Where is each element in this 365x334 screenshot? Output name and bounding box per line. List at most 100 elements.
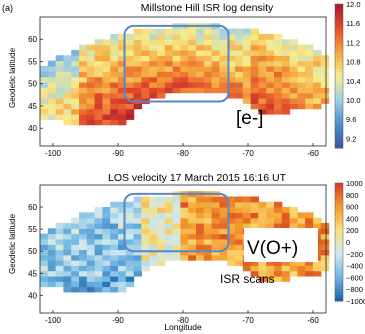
top-data-cell [71, 76, 80, 83]
top-data-cell [219, 33, 228, 40]
bottom-data-cell [125, 212, 135, 219]
bottom-data-cell [118, 260, 127, 266]
top-data-cell [40, 92, 49, 99]
bottom-colorbar-segment [335, 209, 343, 213]
top-data-cell [203, 39, 213, 46]
bottom-data-cell [180, 222, 189, 229]
top-data-cell [172, 76, 181, 83]
top-data-cell [47, 60, 57, 67]
bottom-data-cell [211, 233, 220, 240]
bottom-data-cell [86, 281, 96, 288]
bottom-data-cell [94, 207, 103, 213]
top-data-cell [281, 60, 291, 67]
bottom-data-cell [281, 260, 291, 266]
bottom-data-cell [258, 207, 267, 213]
bottom-data-cell [188, 244, 197, 251]
top-data-cell [47, 97, 57, 104]
bottom-data-cell [180, 196, 189, 203]
bottom-data-cell [219, 249, 228, 256]
bottom-data-cell [118, 286, 127, 293]
top-data-cell [211, 87, 220, 94]
bottom-data-cell [235, 222, 244, 229]
bottom-data-cell [227, 238, 236, 245]
bottom-data-cell [258, 222, 267, 229]
top-data-cell [305, 87, 314, 94]
bottom-data-cell [164, 201, 174, 208]
top-data-cell [157, 28, 166, 35]
top-colorbar: 12.0 11.6 11.2 10.8 10.4 10.0 9.6 9.2 [334, 0, 361, 149]
bottom-data-cell [196, 244, 205, 251]
bottom-data-cell [71, 228, 80, 235]
top-colorbar-segment [335, 90, 343, 95]
electron-density-callout: [e-] [236, 108, 263, 129]
top-data-cell [313, 92, 322, 99]
top-data-cell [274, 76, 283, 83]
top-data-cell [305, 76, 314, 83]
top-data-cell [266, 71, 275, 78]
bottom-data-cell [79, 212, 88, 219]
bottom-data-cell [40, 238, 49, 245]
bottom-colorbar-segment [335, 256, 343, 261]
top-data-cell [40, 97, 49, 104]
top-data-cell [250, 103, 259, 110]
top-data-cell [71, 60, 80, 67]
top-data-cell [281, 49, 291, 56]
top-data-cell [157, 81, 166, 88]
bottom-data-cell [211, 228, 220, 235]
top-data-cell [258, 60, 267, 67]
bottom-colorbar-tick-label: 0 [346, 238, 350, 247]
bottom-data-cell [274, 270, 283, 277]
bottom-data-cell [281, 212, 291, 219]
top-data-cell [297, 97, 306, 104]
bottom-data-cell [149, 260, 158, 266]
bottom-data-cell [63, 281, 72, 288]
bottom-data-cell [180, 254, 189, 261]
top-data-cell [71, 65, 80, 72]
bottom-data-cell [157, 222, 166, 229]
top-data-cell [94, 60, 103, 67]
bottom-data-cell [118, 201, 127, 208]
bottom-data-cell [242, 217, 252, 224]
top-data-cell [242, 60, 252, 67]
top-colorbar-segment [335, 11, 343, 16]
bottom-data-cell [40, 249, 49, 256]
top-data-cell [149, 71, 158, 78]
bottom-data-cell [102, 228, 111, 235]
top-data-cell [188, 71, 197, 78]
bottom-colorbar-segment [335, 289, 343, 293]
bottom-colorbar-tick-label: 200 [346, 226, 359, 235]
bottom-data-cell [86, 275, 96, 282]
bottom-data-cell [172, 222, 181, 229]
top-data-cell [297, 87, 306, 94]
top-data-cell [297, 81, 306, 88]
top-data-cell [149, 28, 158, 35]
bottom-data-cell [63, 238, 72, 245]
top-data-cell [94, 76, 103, 83]
bottom-data-cell [258, 265, 267, 272]
bottom-data-cell [47, 275, 57, 282]
bottom-data-cell [211, 217, 220, 224]
bottom-data-cell [118, 281, 127, 288]
top-data-cell [133, 87, 142, 94]
top-colorbar-segment [335, 133, 343, 138]
top-data-cell [258, 65, 267, 72]
top-data-cell [164, 28, 174, 35]
bottom-data-cell [110, 222, 119, 229]
bottom-data-cell [274, 265, 283, 272]
bottom-data-cell [203, 217, 213, 224]
bottom-data-cell [102, 281, 111, 288]
top-data-cell [102, 113, 111, 120]
top-data-cell [94, 97, 103, 104]
top-data-cell [242, 76, 252, 83]
top-data-cell [172, 71, 181, 78]
bottom-data-cell [55, 265, 64, 272]
top-colorbar-segment [335, 7, 343, 12]
bottom-chart-title: LOS velocity 17 March 2015 16:16 UT [108, 172, 287, 184]
top-data-cell [125, 92, 135, 99]
top-data-cell [86, 44, 96, 51]
bottom-data-cell [102, 265, 111, 272]
bottom-colorbar-segment [335, 244, 343, 249]
top-data-cell [125, 55, 135, 62]
bottom-data-cell [149, 212, 158, 219]
bottom-data-cell [235, 217, 244, 224]
